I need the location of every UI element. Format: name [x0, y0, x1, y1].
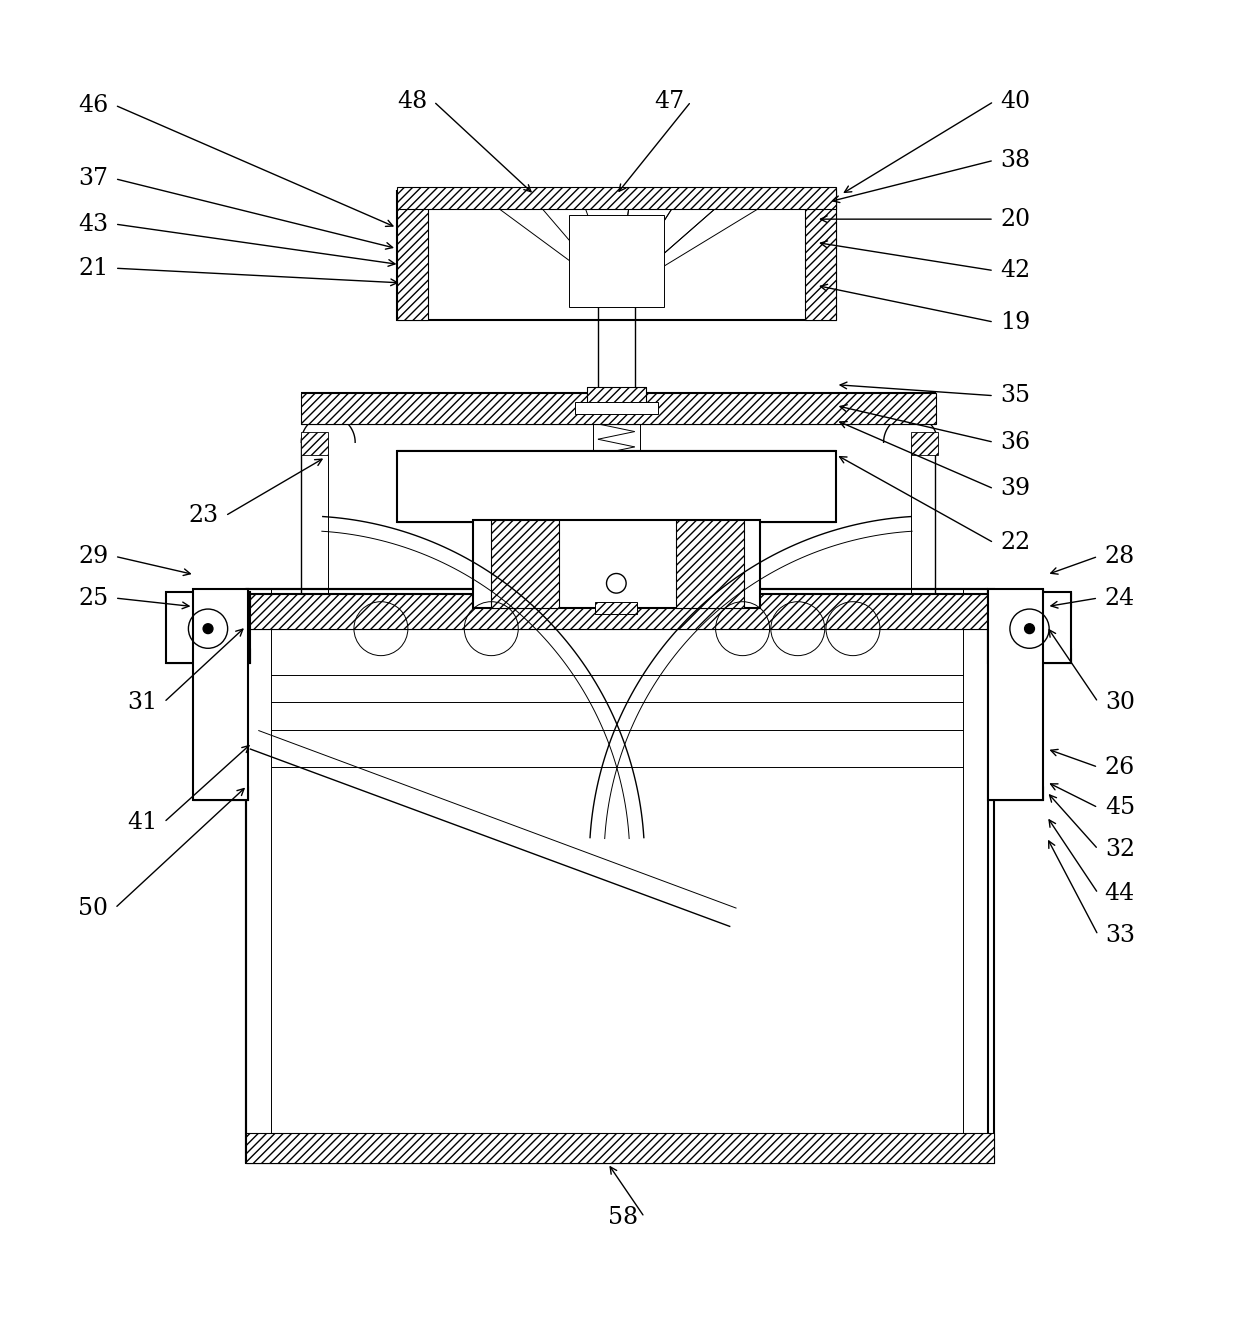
- Bar: [579, 273, 653, 297]
- Bar: [166, 648, 249, 663]
- Text: 26: 26: [1105, 756, 1135, 778]
- Text: 22: 22: [1001, 532, 1030, 554]
- Text: 48: 48: [397, 90, 427, 113]
- Text: 44: 44: [1105, 882, 1135, 906]
- Circle shape: [1024, 623, 1034, 634]
- Bar: [246, 590, 994, 1163]
- Bar: [988, 648, 1071, 663]
- Bar: [472, 520, 760, 607]
- Text: 47: 47: [655, 90, 684, 113]
- Text: 30: 30: [1105, 691, 1135, 713]
- Bar: [301, 432, 329, 455]
- Bar: [587, 387, 646, 406]
- Bar: [988, 590, 1043, 605]
- Text: 19: 19: [1001, 310, 1030, 334]
- Text: 35: 35: [1001, 385, 1030, 407]
- Text: 28: 28: [1105, 545, 1135, 568]
- Bar: [166, 591, 249, 606]
- Bar: [193, 785, 248, 801]
- Text: 46: 46: [78, 94, 108, 117]
- Bar: [397, 187, 836, 210]
- Bar: [193, 590, 248, 605]
- Circle shape: [203, 623, 213, 634]
- Bar: [988, 785, 1043, 801]
- Bar: [587, 387, 646, 406]
- Text: 29: 29: [78, 545, 108, 568]
- Bar: [805, 191, 836, 320]
- Bar: [397, 451, 836, 522]
- Bar: [491, 520, 559, 607]
- Bar: [988, 591, 1071, 663]
- Text: 20: 20: [1001, 208, 1030, 231]
- Text: 45: 45: [1105, 796, 1135, 819]
- Text: 37: 37: [78, 167, 108, 190]
- Bar: [397, 191, 836, 320]
- Text: 38: 38: [1001, 149, 1030, 172]
- Bar: [193, 590, 248, 801]
- Bar: [397, 191, 428, 320]
- Bar: [301, 394, 936, 424]
- Text: 33: 33: [1105, 924, 1135, 947]
- Text: 58: 58: [608, 1205, 637, 1229]
- Bar: [568, 215, 665, 308]
- Text: 21: 21: [78, 257, 108, 280]
- Bar: [166, 591, 249, 663]
- Text: 36: 36: [1001, 431, 1030, 453]
- Text: 41: 41: [128, 812, 157, 834]
- Text: 43: 43: [78, 212, 108, 236]
- Bar: [595, 602, 637, 614]
- Text: 25: 25: [78, 586, 108, 610]
- Text: 42: 42: [1001, 259, 1030, 282]
- Bar: [676, 520, 744, 607]
- Text: 32: 32: [1105, 838, 1135, 861]
- Bar: [988, 591, 1071, 606]
- Text: 50: 50: [78, 896, 108, 920]
- Bar: [988, 590, 1043, 801]
- Bar: [574, 402, 658, 414]
- Bar: [910, 432, 937, 455]
- Text: 31: 31: [128, 691, 157, 713]
- Text: 39: 39: [1001, 477, 1030, 500]
- Bar: [246, 594, 994, 629]
- Text: 24: 24: [1105, 586, 1135, 610]
- Text: 23: 23: [188, 504, 218, 528]
- Bar: [246, 1132, 994, 1163]
- Text: 40: 40: [1001, 90, 1030, 113]
